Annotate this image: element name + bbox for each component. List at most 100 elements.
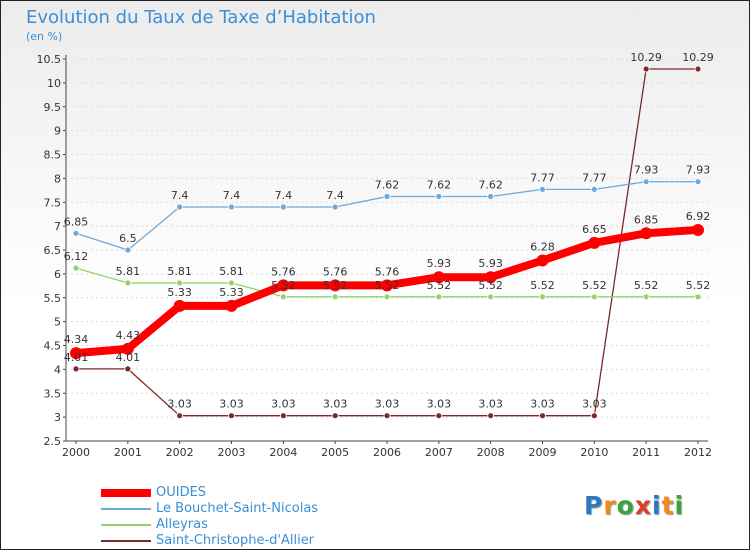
data-label: 10.29 — [682, 51, 714, 64]
x-tick-label-2001: 2001 — [114, 446, 142, 459]
legend-swatch-alleyras — [101, 524, 151, 526]
x-tick-label-2005: 2005 — [321, 446, 349, 459]
proxiti-logo: Proxiti — [584, 491, 684, 520]
legend-swatch-ouides — [101, 489, 151, 497]
data-label: 5.52 — [271, 279, 296, 292]
x-tick-label-2009: 2009 — [529, 446, 557, 459]
x-tick-label-2008: 2008 — [477, 446, 505, 459]
data-point — [484, 271, 497, 284]
y-tick-label-8: 8 — [54, 172, 61, 185]
data-label: 7.62 — [375, 179, 400, 192]
y-tick-label-4: 4 — [54, 363, 61, 376]
chart-subtitle: (en %) — [26, 30, 63, 43]
data-point — [383, 412, 391, 420]
data-label: 5.33 — [219, 286, 244, 299]
data-point — [487, 293, 495, 301]
data-label: 7.77 — [582, 171, 607, 184]
data-label: 3.03 — [219, 398, 244, 411]
logo-letter: i — [652, 491, 662, 520]
y-tick-label-8.5: 8.5 — [44, 149, 62, 162]
data-label: 5.76 — [271, 265, 296, 278]
data-point — [539, 185, 546, 193]
data-label: 3.03 — [323, 398, 348, 411]
data-label: 6.28 — [530, 241, 555, 254]
legend-label-le-bouchet: Le Bouchet-Saint-Nicolas — [156, 501, 319, 516]
data-point — [331, 412, 339, 420]
data-label: 5.52 — [686, 279, 711, 292]
data-point — [588, 236, 601, 249]
data-label: 5.52 — [582, 279, 607, 292]
data-label: 7.62 — [478, 179, 503, 192]
data-label: 10.29 — [630, 51, 662, 64]
data-point — [642, 65, 650, 73]
data-point — [331, 293, 339, 301]
data-label: 7.4 — [326, 189, 344, 202]
logo-letter: t — [661, 491, 675, 520]
logo-letter: i — [674, 491, 685, 520]
data-point — [694, 65, 702, 73]
y-tick-label-10.5: 10.5 — [37, 53, 62, 66]
data-label: 5.76 — [375, 265, 400, 278]
data-point — [640, 227, 653, 240]
data-point — [435, 293, 443, 301]
x-tick-label-2012: 2012 — [684, 446, 712, 459]
x-tick-label-2007: 2007 — [425, 446, 453, 459]
data-label: 7.77 — [530, 171, 555, 184]
data-label: 5.33 — [167, 286, 192, 299]
chart-title: Evolution du Taux de Taxe d’Habitation — [26, 7, 376, 28]
data-point — [694, 293, 702, 301]
data-point — [176, 412, 184, 420]
y-tick-label-5: 5 — [54, 316, 61, 329]
data-point — [539, 293, 546, 301]
data-point — [121, 342, 134, 355]
data-point — [331, 203, 339, 211]
y-tick-label-3: 3 — [54, 411, 61, 424]
y-tick-label-10: 10 — [47, 77, 61, 90]
data-label: 3.03 — [375, 398, 400, 411]
data-label: 4.01 — [64, 351, 89, 364]
data-point — [642, 293, 650, 301]
legend-label-alleyras: Alleyras — [156, 517, 208, 532]
y-tick-label-4.5: 4.5 — [44, 340, 62, 353]
data-label: 3.03 — [530, 398, 555, 411]
data-point — [124, 246, 132, 254]
data-point — [173, 299, 186, 312]
x-tick-label-2006: 2006 — [373, 446, 401, 459]
data-point — [694, 178, 702, 186]
data-label: 4.43 — [116, 329, 141, 342]
y-tick-label-9.5: 9.5 — [44, 101, 62, 114]
data-point — [279, 203, 287, 211]
data-point — [590, 293, 598, 301]
logo-letter: r — [603, 491, 617, 520]
data-label: 3.03 — [271, 398, 296, 411]
data-label: 6.85 — [64, 215, 89, 228]
data-point — [536, 254, 549, 267]
legend-swatch-le-bouchet — [101, 508, 151, 510]
data-point — [279, 293, 287, 301]
data-label: 3.03 — [167, 398, 192, 411]
data-label: 7.93 — [634, 164, 659, 177]
logo-letter: P — [584, 491, 604, 520]
data-point — [642, 178, 650, 186]
data-label: 6.92 — [686, 210, 711, 223]
data-label: 5.52 — [375, 279, 400, 292]
data-point — [487, 412, 495, 420]
data-point — [124, 279, 132, 287]
data-point — [487, 193, 495, 200]
data-point — [435, 412, 443, 420]
data-point — [228, 412, 235, 420]
data-point — [383, 193, 391, 200]
data-label: 7.4 — [275, 189, 293, 202]
data-point — [381, 279, 393, 292]
y-tick-label-9: 9 — [54, 125, 61, 138]
data-label: 7.62 — [427, 179, 452, 192]
y-tick-label-3.5: 3.5 — [44, 387, 62, 400]
data-point — [435, 193, 443, 200]
data-label: 5.81 — [116, 265, 141, 278]
data-point — [176, 203, 184, 211]
data-label: 5.52 — [427, 279, 452, 292]
data-label: 7.4 — [171, 189, 189, 202]
y-tick-label-5.5: 5.5 — [44, 292, 62, 305]
